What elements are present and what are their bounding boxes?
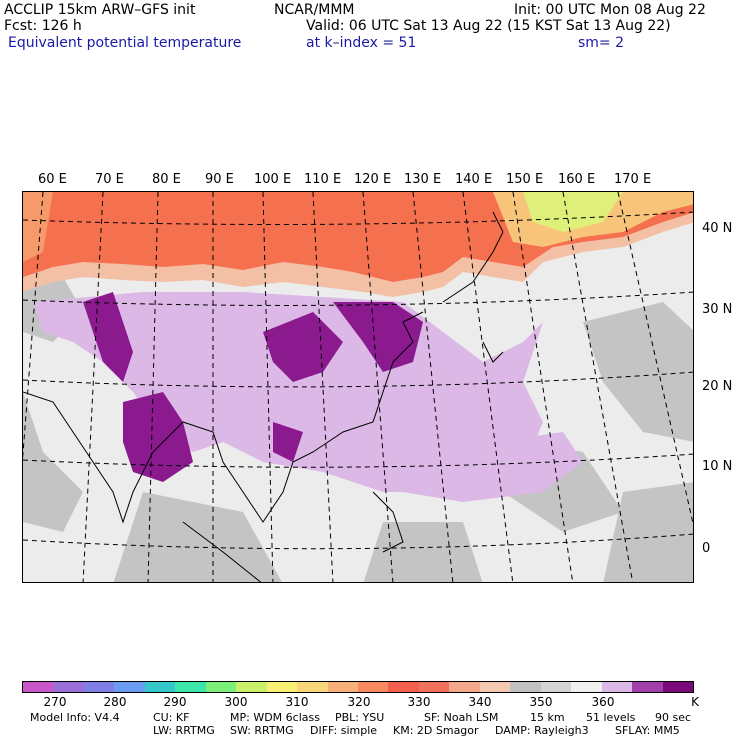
colorbar	[22, 681, 694, 693]
info-item: 15 km	[530, 711, 565, 724]
colorbar-swatch	[449, 682, 480, 692]
colorbar-swatch	[357, 682, 389, 692]
info-item: LW: RRTMG	[153, 724, 215, 737]
info-item: SF: Noah LSM	[424, 711, 499, 724]
colorbar-swatch	[388, 682, 419, 692]
colorbar-unit: K	[691, 695, 699, 709]
colorbar-label: 360	[591, 695, 615, 709]
colorbar-swatch	[571, 682, 602, 692]
green-northeast	[523, 192, 623, 232]
colorbar-label: 310	[285, 695, 309, 709]
colorbar-label: 270	[43, 695, 67, 709]
model-title: ACCLIP 15km ARW–GFS init	[4, 2, 196, 18]
lat-label: 10 N	[702, 459, 733, 474]
coastlines	[23, 211, 504, 582]
info-item: MP: WDM 6class	[230, 711, 320, 724]
colorbar-swatch	[662, 682, 693, 692]
colorbar-label: 290	[163, 695, 187, 709]
graticule	[23, 192, 693, 582]
lat-label: 40 N	[702, 221, 733, 236]
lon-label: 160 E	[558, 172, 596, 187]
colorbar-swatch	[479, 682, 511, 692]
colorbar-swatch	[53, 682, 84, 692]
lat-label: 20 N	[702, 379, 733, 394]
lon-label: 150 E	[506, 172, 544, 187]
colorbar-label: 320	[347, 695, 371, 709]
colorbar-swatch	[266, 682, 298, 692]
lon-label: 60 E	[38, 172, 67, 187]
lat-label: 0	[702, 541, 711, 556]
valid-time: Valid: 06 UTC Sat 13 Aug 22 (15 KST Sat …	[306, 18, 671, 34]
info-item: PBL: YSU	[335, 711, 385, 724]
colorbar-swatch	[144, 682, 176, 692]
lon-label: 90 E	[205, 172, 234, 187]
colorbar-label: 330	[407, 695, 431, 709]
colorbar-swatch	[297, 682, 328, 692]
colorbar-swatch	[601, 682, 633, 692]
orange-west	[23, 192, 53, 262]
lon-label: 130 E	[404, 172, 442, 187]
colorbar-swatch	[540, 682, 572, 692]
info-item: SW: RRTMG	[230, 724, 294, 737]
smoothing-label: sm= 2	[578, 35, 625, 51]
colorbar-swatch	[114, 682, 145, 692]
colorbar-swatch	[327, 682, 358, 692]
lon-label: 170 E	[614, 172, 652, 187]
info-item: 51 levels	[586, 711, 636, 724]
field-name: Equivalent potential temperature	[8, 35, 242, 51]
colorbar-swatch	[632, 682, 663, 692]
dark-purple-regions	[83, 292, 423, 482]
theta-e-map	[23, 192, 693, 582]
lon-label: 70 E	[95, 172, 124, 187]
org-label: NCAR/MMM	[274, 2, 355, 18]
colorbar-swatch	[418, 682, 450, 692]
colorbar-swatch	[23, 682, 54, 692]
lon-label: 100 E	[254, 172, 292, 187]
forecast-hour: Fcst: 126 h	[4, 18, 82, 34]
colorbar-swatch	[510, 682, 541, 692]
info-item: SFLAY: MM5	[615, 724, 680, 737]
colorbar-label: 300	[224, 695, 248, 709]
info-item: KM: 2D Smagor	[393, 724, 479, 737]
info-item: DAMP: Rayleigh3	[495, 724, 589, 737]
colorbar-swatch	[175, 682, 206, 692]
lon-label: 140 E	[455, 172, 493, 187]
lon-label: 110 E	[304, 172, 342, 187]
info-item: CU: KF	[153, 711, 190, 724]
level-label: at k–index = 51	[306, 35, 417, 51]
colorbar-label: 350	[529, 695, 553, 709]
lat-label: 30 N	[702, 302, 733, 317]
colorbar-label: 280	[103, 695, 127, 709]
colorbar-label: 340	[468, 695, 492, 709]
info-item: Model Info: V4.4	[30, 711, 120, 724]
info-item: 90 sec	[655, 711, 692, 724]
init-time: Init: 00 UTC Mon 08 Aug 22	[514, 2, 706, 18]
lon-label: 120 E	[354, 172, 392, 187]
info-item: DIFF: simple	[310, 724, 378, 737]
map-panel	[22, 191, 694, 583]
colorbar-swatch	[205, 682, 237, 692]
colorbar-swatch	[236, 682, 267, 692]
lon-label: 80 E	[152, 172, 181, 187]
colorbar-swatch	[83, 682, 115, 692]
